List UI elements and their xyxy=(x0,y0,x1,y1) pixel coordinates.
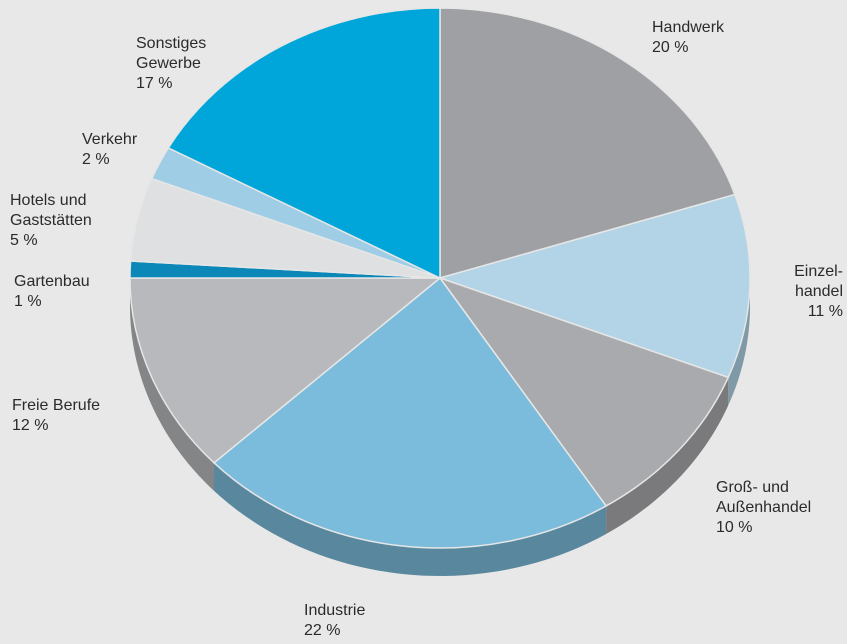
pie-slice-8 xyxy=(167,7,441,280)
slice-percent: 12 % xyxy=(12,417,49,434)
slice-percent: 5 % xyxy=(10,232,38,249)
pie-depth xyxy=(130,278,750,576)
slice-label-text: Freie Berufe xyxy=(12,397,101,414)
slice-label-text: Einzel- xyxy=(794,263,843,280)
slice-label-4: Freie Berufe 12 % xyxy=(12,396,100,436)
pie-slice-side-4 xyxy=(130,278,215,491)
slice-percent: 22 % xyxy=(304,622,341,639)
pie-slice-3 xyxy=(212,276,608,549)
slice-label-text: Gaststätten xyxy=(10,212,92,229)
slice-label-6: Hotels und Gaststätten 5 % xyxy=(10,191,92,251)
slice-label-text: Hotels und xyxy=(10,192,87,209)
pie-slice-side-2 xyxy=(606,377,729,534)
slice-percent: 1 % xyxy=(14,293,42,310)
slice-label-text: Außenhandel xyxy=(716,499,812,516)
slice-label-text: Sonstiges xyxy=(136,35,207,52)
slice-label-2: Groß- und Außenhandel 10 % xyxy=(716,478,811,538)
slice-label-text: Industrie xyxy=(304,602,366,619)
pie-slice-2 xyxy=(437,276,730,507)
pie-slice-0 xyxy=(439,7,736,279)
slice-label-3: Industrie 22 % xyxy=(304,601,365,641)
slice-percent: 11 % xyxy=(807,303,843,320)
slice-label-0: Handwerk 20 % xyxy=(652,18,724,58)
pie-slice-4 xyxy=(129,277,443,464)
slice-label-1: Einzel-handel 11 % xyxy=(794,262,843,322)
slice-percent: 2 % xyxy=(82,151,110,168)
slice-label-text: handel xyxy=(794,283,843,300)
pie-slices xyxy=(129,7,751,549)
slice-label-text: Gartenbau xyxy=(14,273,90,290)
slice-percent: 20 % xyxy=(652,39,689,56)
slice-label-5: Gartenbau 1 % xyxy=(14,272,90,312)
pie-slice-side-1 xyxy=(728,278,750,406)
slice-label-7: Verkehr 2 % xyxy=(82,130,137,170)
slice-label-text: Handwerk xyxy=(652,19,725,36)
pie-slice-1 xyxy=(437,193,751,379)
slice-label-text: Groß- und xyxy=(716,479,789,496)
pie-slice-side-3 xyxy=(214,462,607,576)
slice-label-text: Gewerbe xyxy=(136,55,201,72)
slice-percent: 17 % xyxy=(136,75,173,92)
slice-label-8: Sonstiges Gewerbe 17 % xyxy=(136,34,206,94)
slice-label-text: Verkehr xyxy=(82,131,138,148)
slice-percent: 10 % xyxy=(716,519,753,536)
